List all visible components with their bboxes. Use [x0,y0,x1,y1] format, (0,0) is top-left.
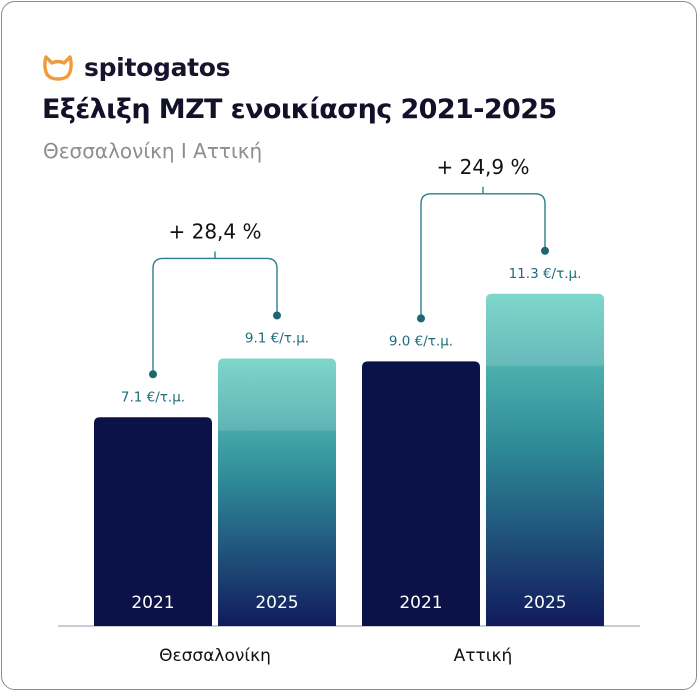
category-label: Αττική [454,646,513,666]
bar-2021-attiki [362,361,480,626]
cat-head-icon [43,55,73,81]
change-label: + 28,4 % [168,219,261,243]
category-label: Θεσσαλονίκη [159,646,271,666]
bar-year-label: 2025 [523,593,566,613]
chart-title: Εξέλιξη ΜΖΤ ενοικίασης 2021-2025 [42,94,557,125]
bracket-dot [541,246,549,255]
brand-logo: spitogatos [42,50,231,84]
bracket-dot [417,314,425,323]
bar-year-label: 2021 [131,593,174,613]
bar-highlight-band [486,293,604,366]
bar-2025-thessaloniki [218,358,336,626]
value-label: 9.0 €/τ.μ. [389,333,453,349]
bar-2021-thessaloniki [94,417,212,626]
value-label: 7.1 €/τ.μ. [121,389,185,405]
value-label: 9.1 €/τ.μ. [245,330,309,346]
chart-subtitle: Θεσσαλονίκη Ι Αττική [43,139,263,163]
value-label: 11.3 €/τ.μ. [509,266,582,282]
bracket-dot [149,370,157,379]
change-bracket [152,257,278,375]
bracket-dot [273,311,281,320]
bar-highlight-band [218,358,336,431]
bar-year-label: 2021 [399,593,442,613]
bar-year-label: 2025 [255,593,298,613]
bar-2025-attiki [486,293,604,626]
change-label: + 24,9 % [436,155,529,179]
brand-name: spitogatos [84,52,231,82]
